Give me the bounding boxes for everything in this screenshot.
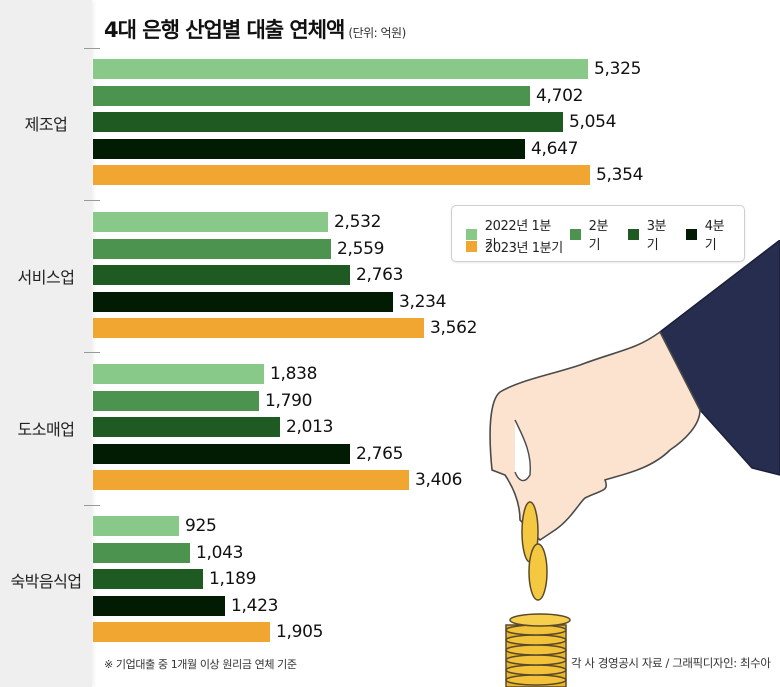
- value-label: 1,043: [196, 542, 244, 563]
- value-label: 4,702: [536, 85, 584, 106]
- legend-item: 4분기: [685, 215, 735, 253]
- value-label: 3,562: [430, 318, 478, 338]
- bar: [93, 417, 280, 437]
- axis-tick: [84, 505, 100, 506]
- value-label: 2,532: [334, 212, 382, 232]
- bar: [93, 59, 588, 79]
- legend-label: 4분기: [704, 219, 725, 253]
- value-label: 1,790: [265, 390, 313, 411]
- category-label: 서비스업: [17, 268, 75, 287]
- bar: [93, 291, 393, 312]
- bar: [93, 165, 590, 185]
- legend-item: 2022년 1분기: [466, 215, 561, 253]
- legend-item: 2분기: [569, 215, 619, 253]
- bar: [93, 85, 530, 106]
- value-label: 5,354: [596, 165, 644, 185]
- chart-title-text: 4대 은행 산업별 대출 연체액: [104, 18, 345, 42]
- chart-title: 4대 은행 산업별 대출 연체액 (단위: 억원): [104, 14, 406, 44]
- axis-tick: [84, 48, 100, 49]
- value-label: 2,013: [286, 417, 334, 437]
- legend-label: 2023년 1분기: [485, 241, 563, 256]
- legend-swatch: [627, 228, 639, 240]
- bar: [93, 265, 350, 285]
- value-label: 5,054: [569, 112, 617, 132]
- source-credit: 각 사 경영공시 자료 / 그래픽디자인: 최수아: [571, 656, 771, 670]
- legend-swatch: [466, 241, 477, 252]
- bar: [93, 516, 179, 536]
- bar: [93, 443, 350, 464]
- value-label: 4,647: [531, 138, 579, 159]
- category-label: 제조업: [24, 115, 68, 134]
- value-label: 2,763: [356, 265, 404, 285]
- footnote: ※ 기업대출 중 1개월 이상 원리금 연체 기준: [104, 658, 297, 671]
- bar: [93, 212, 328, 232]
- value-label: 3,234: [399, 291, 447, 312]
- legend-label: 2분기: [588, 219, 609, 253]
- legend-swatch: [685, 228, 697, 240]
- category-label: 숙박음식업: [10, 572, 82, 591]
- bar: [93, 138, 525, 159]
- axis-tick: [84, 200, 100, 201]
- bar: [93, 470, 409, 490]
- value-label: 1,838: [270, 364, 318, 384]
- legend-item: 2023년 1분기: [466, 237, 563, 256]
- value-label: 1,189: [209, 569, 257, 589]
- bar: [93, 364, 264, 384]
- bar: [93, 238, 331, 259]
- bar: [93, 569, 203, 589]
- category-axis-panel: [0, 0, 92, 687]
- legend-row: 2023년 1분기: [466, 237, 572, 256]
- value-label: 1,423: [231, 595, 279, 616]
- legend-row: 2022년 1분기 2분기 3분기 4분기: [466, 215, 744, 253]
- bar: [93, 318, 424, 338]
- legend: 2022년 1분기 2분기 3분기 4분기 2023년 1분기: [451, 205, 745, 262]
- value-label: 2,559: [337, 238, 385, 259]
- hand-dropping-coins-illustration: [489, 240, 780, 687]
- legend-swatch: [466, 228, 477, 240]
- value-label: 2,765: [356, 443, 404, 464]
- bar: [93, 112, 563, 132]
- axis-tick: [84, 352, 100, 353]
- value-label: 1,905: [276, 622, 324, 642]
- bar: [93, 622, 270, 642]
- legend-item: 3분기: [627, 215, 677, 253]
- legend-swatch: [569, 228, 581, 240]
- unit-label: (단위: 억원): [348, 26, 406, 40]
- legend-label: 2022년 1분기: [484, 219, 552, 253]
- value-label: 925: [185, 516, 217, 536]
- value-label: 3,406: [415, 470, 463, 490]
- bar: [93, 390, 259, 411]
- bar: [93, 542, 190, 563]
- bar: [93, 595, 225, 616]
- legend-label: 3분기: [646, 219, 667, 253]
- value-label: 5,325: [594, 59, 642, 79]
- category-label: 도소매업: [17, 420, 75, 439]
